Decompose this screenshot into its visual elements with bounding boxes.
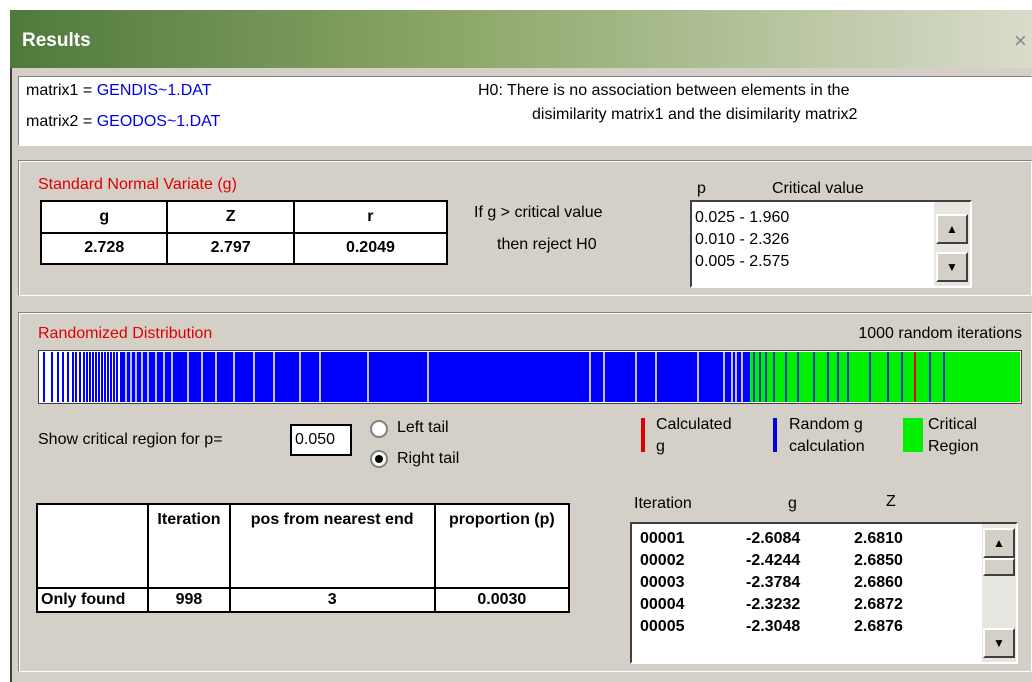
hypothesis: H0: There is no association between elem… xyxy=(478,82,850,99)
critical-list[interactable] xyxy=(690,200,972,288)
rule: If g > critical value xyxy=(474,204,603,221)
header: Iteration xyxy=(147,503,231,589)
label: matrix1 = xyxy=(26,82,93,99)
header: Z xyxy=(166,200,295,234)
cell: 0.0030 xyxy=(433,587,571,613)
list-cell[interactable]: -2.4244 xyxy=(746,552,801,569)
legend-line: Calculated xyxy=(656,416,732,433)
column-header: g xyxy=(788,495,797,512)
list-cell[interactable]: 2.6876 xyxy=(854,618,903,635)
list-cell[interactable]: 00002 xyxy=(640,552,685,569)
legend-entry: Critical Region xyxy=(928,414,979,458)
files-panel xyxy=(18,76,1032,146)
legend-swatch xyxy=(773,418,777,452)
column-header: Critical value xyxy=(772,180,864,197)
header xyxy=(35,503,150,589)
legend-line: Region xyxy=(928,438,979,455)
cell: 2.728 xyxy=(39,231,169,265)
matrix1: matrix1 = GENDIS~1.DAT xyxy=(26,82,212,100)
cell: 998 xyxy=(147,587,231,613)
list-cell[interactable]: 2.6860 xyxy=(854,574,903,591)
p-input[interactable]: 0.050 xyxy=(290,424,352,456)
legend-line: calculation xyxy=(789,438,865,455)
column-header: p xyxy=(697,180,706,197)
list-item[interactable]: 0.005 - 2.575 xyxy=(695,253,790,270)
scroll-thumb[interactable] xyxy=(983,558,1015,576)
radio-left[interactable] xyxy=(370,420,388,438)
column-header: Z xyxy=(886,493,896,510)
legend-entry: Random g calculation xyxy=(789,414,865,458)
cell: 3 xyxy=(228,587,436,613)
list-cell[interactable]: -2.3784 xyxy=(746,574,801,591)
matrix2: matrix2 = GEODOS~1.DAT xyxy=(26,113,220,131)
cell: 2.797 xyxy=(166,231,295,265)
scroll-up[interactable]: ▲ xyxy=(983,528,1015,558)
file: GENDIS~1.DAT xyxy=(96,82,212,99)
list-item[interactable]: 0.010 - 2.326 xyxy=(695,231,790,248)
cell: 0.2049 xyxy=(292,231,449,265)
header: pos from nearest end xyxy=(228,503,436,589)
iterations-note: 1000 random iterations xyxy=(858,325,1022,342)
row-label: Only found xyxy=(35,587,150,613)
label: matrix2 = xyxy=(26,113,93,130)
legend-line: Critical xyxy=(928,416,977,433)
list-cell[interactable]: -2.3048 xyxy=(746,618,801,635)
scroll-down[interactable]: ▼ xyxy=(936,252,968,282)
header: proportion (p) xyxy=(433,503,571,589)
p-label: Show critical region for p= xyxy=(38,431,223,448)
radio-right[interactable] xyxy=(370,450,388,468)
scroll-down[interactable]: ▼ xyxy=(983,628,1015,658)
list-cell[interactable]: 2.6872 xyxy=(854,596,903,613)
file: GEODOS~1.DAT xyxy=(96,113,221,130)
random-region xyxy=(120,352,750,402)
window-title: Results xyxy=(22,30,91,51)
list-cell[interactable]: 00004 xyxy=(640,596,685,613)
distribution-strip xyxy=(38,350,1022,404)
legend-line: g xyxy=(656,438,665,455)
list-cell[interactable]: 2.6810 xyxy=(854,530,903,547)
title-bar xyxy=(10,10,1032,68)
list-cell[interactable]: 00005 xyxy=(640,618,685,635)
hypothesis: disimilarity matrix1 and the disimilarit… xyxy=(532,106,858,123)
list-item[interactable]: 0.025 - 1.960 xyxy=(695,209,790,226)
section-title: Randomized Distribution xyxy=(38,325,213,342)
legend-swatch xyxy=(641,418,645,452)
header: g xyxy=(39,200,169,234)
legend-swatch xyxy=(903,418,923,452)
legend-entry: Calculated g xyxy=(656,414,732,458)
scroll-up[interactable]: ▲ xyxy=(936,214,968,244)
iteration-list[interactable]: 00001 -2.6084 2.6810 00002 -2.4244 2.6850 0000… xyxy=(630,522,1018,664)
results-table: Iteration pos from nearest end proportion … xyxy=(35,503,571,613)
list-cell[interactable]: -2.6084 xyxy=(746,530,801,547)
list-cell[interactable]: 2.6850 xyxy=(854,552,903,569)
list-cell[interactable]: 00003 xyxy=(640,574,685,591)
list-cell[interactable]: 00001 xyxy=(640,530,685,547)
radio-label[interactable]: Left tail xyxy=(397,419,449,436)
list-cell[interactable]: -2.3232 xyxy=(746,596,801,613)
header: r xyxy=(292,200,449,234)
radio-label[interactable]: Right tail xyxy=(397,450,460,467)
close-button[interactable]: × xyxy=(1014,28,1027,53)
legend-line: Random g xyxy=(789,416,863,433)
section-title: Standard Normal Variate (g) xyxy=(38,176,237,193)
rule: then reject H0 xyxy=(497,236,597,253)
column-header: Iteration xyxy=(634,495,692,512)
critical-region xyxy=(750,352,1020,402)
